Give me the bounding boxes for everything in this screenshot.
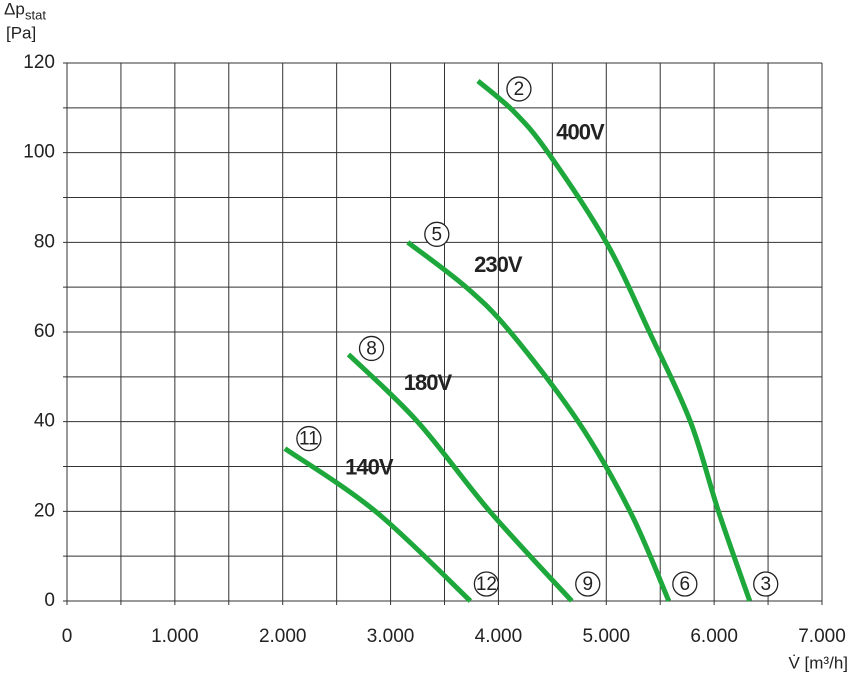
x-tick-label: 0 [62,626,73,647]
fan-curve [346,352,574,603]
curve-marker-label: 9 [582,574,593,595]
curve-marker-label: 3 [760,574,771,595]
curve-marker-label: 12 [476,574,497,595]
y-axis-subscript: stat [25,7,46,22]
voltage-label: 180V [404,370,453,395]
y-axis-symbol: Δp [4,0,25,18]
x-axis-label: V̇ [m³/h] [788,653,848,672]
curve-marker-circle [506,76,532,102]
voltage-label: 230V [474,252,523,277]
curve-marker-label: 8 [366,338,377,359]
y-tick-label: 0 [44,590,55,611]
curve-marker-label: 2 [514,79,525,100]
voltage-label: 140V [345,454,394,479]
x-tick-label: 4.000 [475,626,523,647]
x-tick-label: 6.000 [690,626,738,647]
x-tick-label: 7.000 [798,626,846,647]
curve-marker-circle [753,571,779,597]
y-tick-label: 100 [23,142,55,163]
fan-curve [283,446,473,603]
curve-marker-label: 11 [299,429,319,450]
y-tick-label: 80 [34,231,55,252]
y-tick-label: 120 [23,52,55,73]
x-tick-label: 1.000 [151,626,199,647]
curve-marker-circle [424,221,450,247]
y-tick-label: 20 [34,500,55,521]
curve-marker-circle [672,571,698,597]
y-tick-label: 40 [34,411,55,432]
curve-marker-circle [473,571,500,597]
x-tick-label: 3.000 [367,626,415,647]
fan-curve [406,240,672,602]
x-tick-label: 2.000 [259,626,307,647]
curve-marker-circle [358,335,385,362]
curve-marker-circle [575,571,601,597]
curve-marker-circle [296,425,322,452]
fan-curve [476,79,753,602]
curve-marker-label: 5 [432,224,443,245]
x-tick-label: 5.000 [583,626,631,647]
curve-marker-label: 6 [680,574,691,595]
voltage-label: 400V [556,120,605,145]
y-axis-unit: [Pa] [6,23,36,42]
y-tick-label: 60 [34,321,55,342]
